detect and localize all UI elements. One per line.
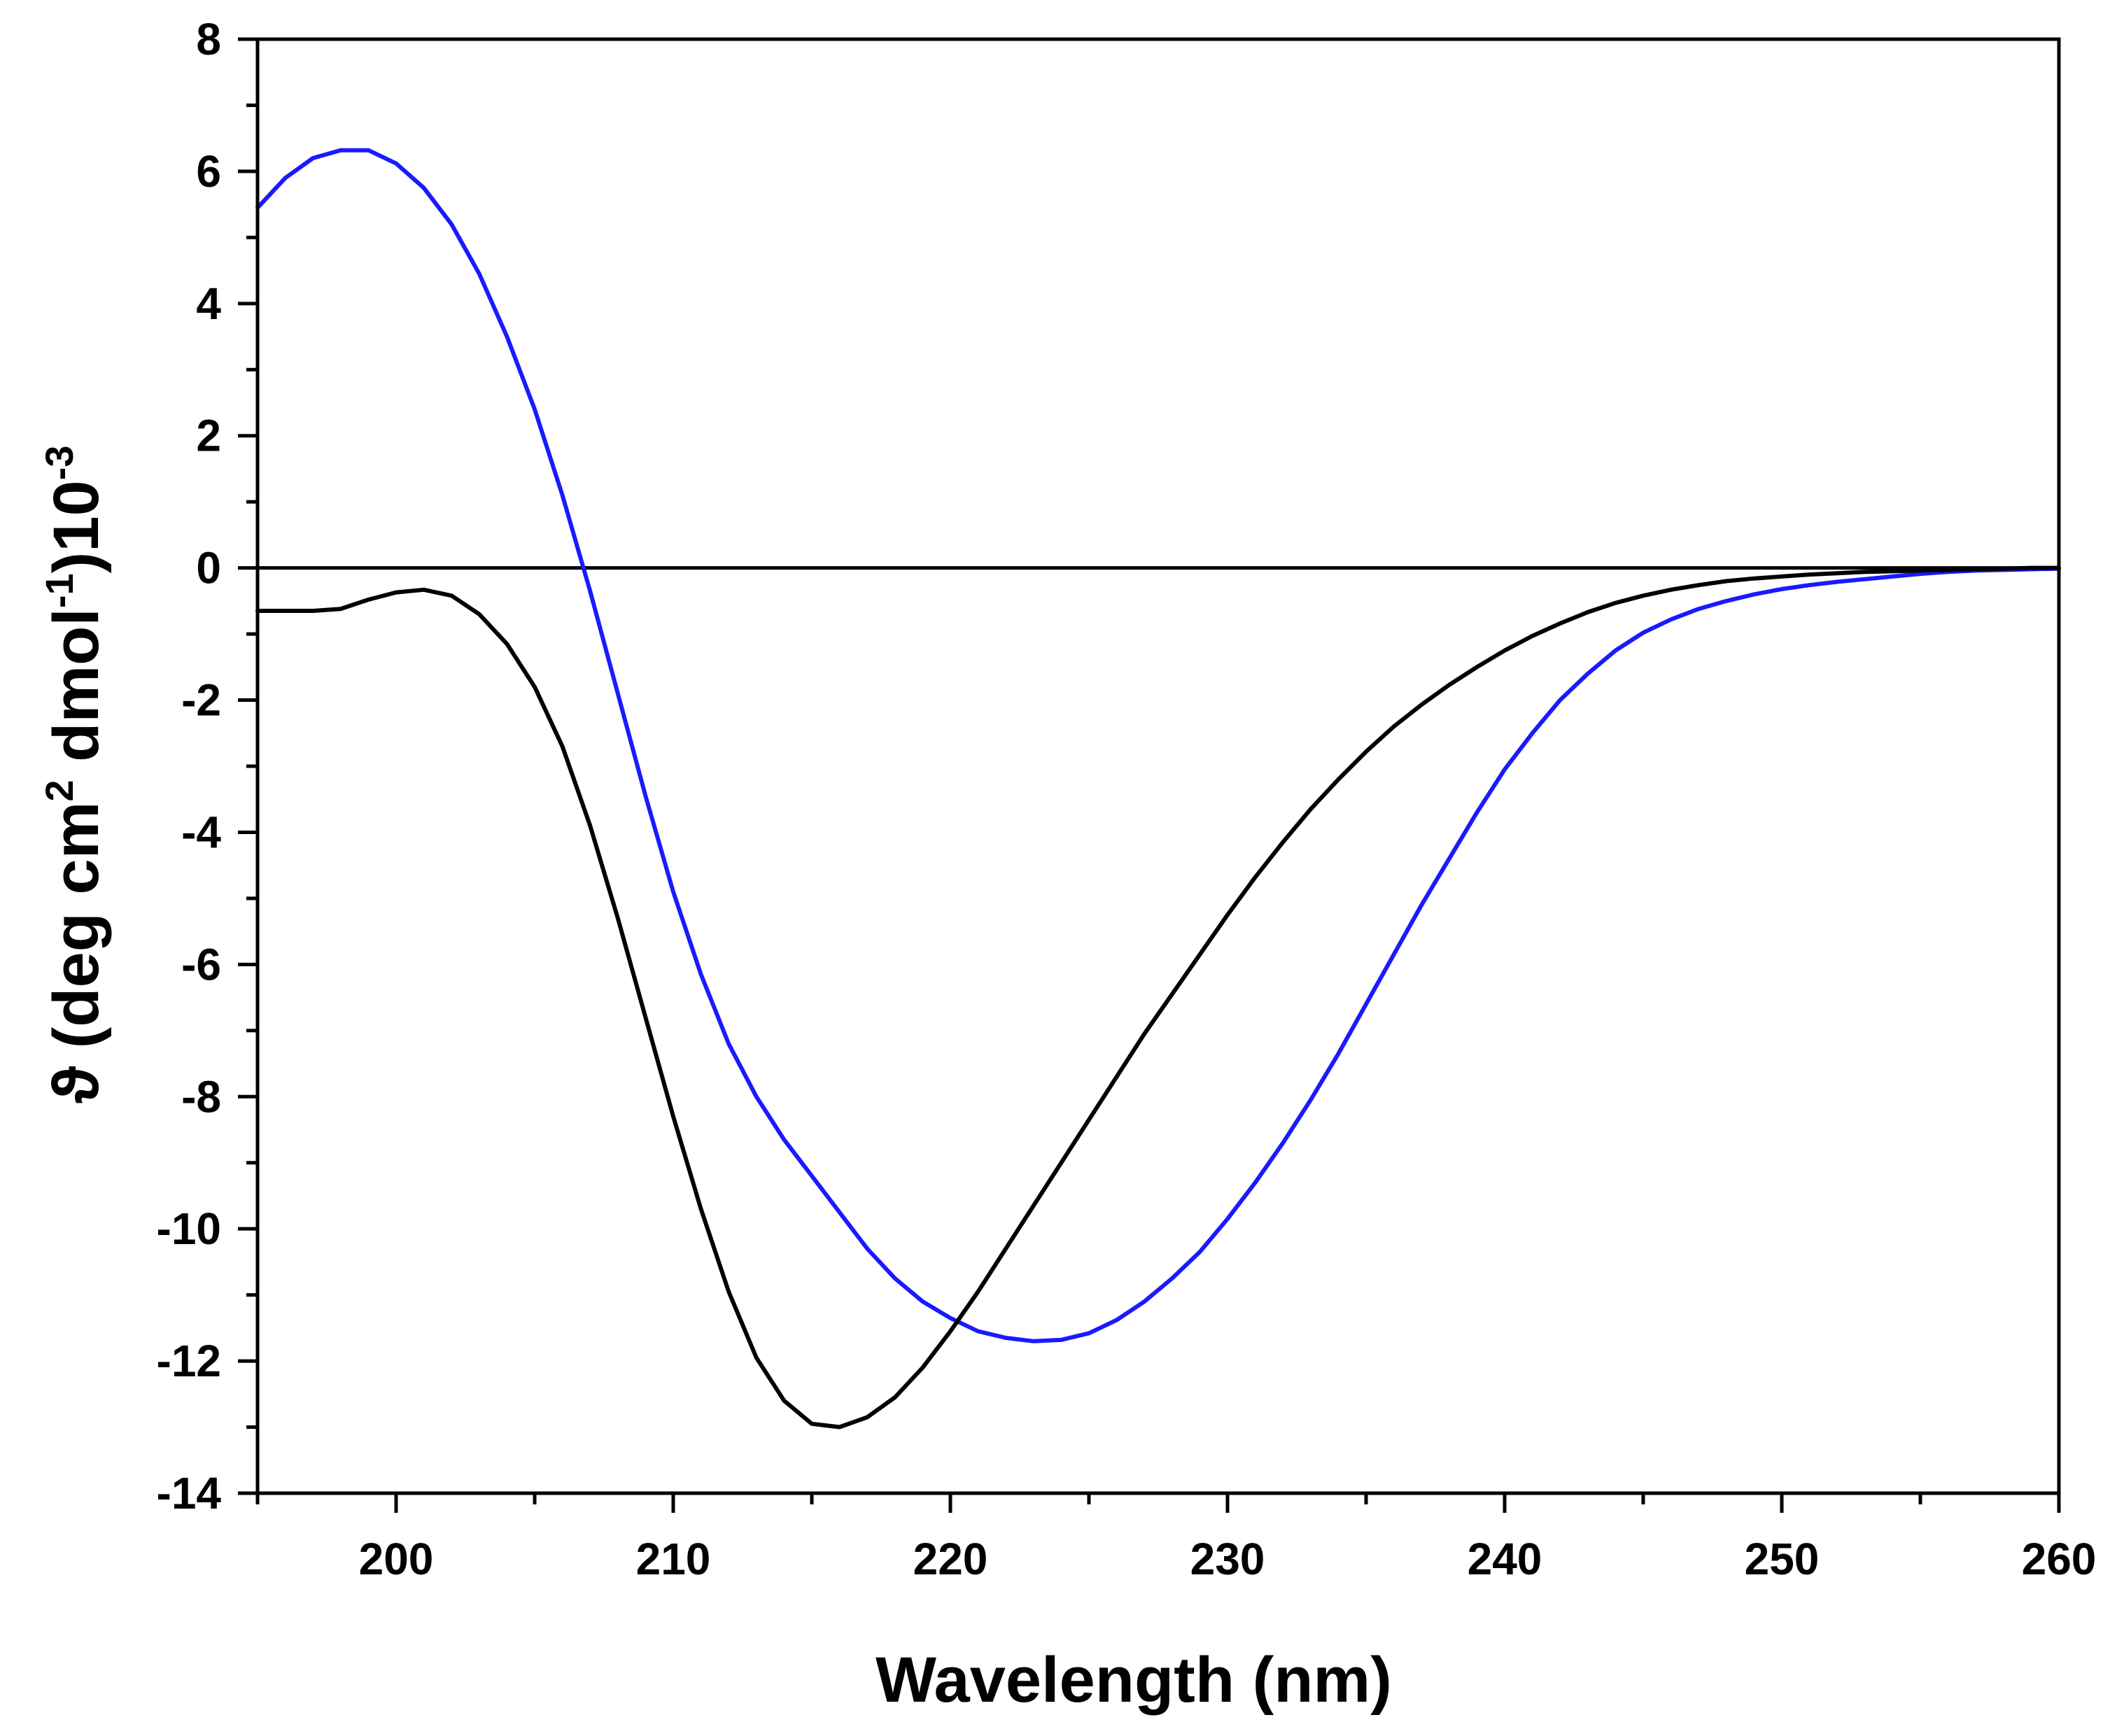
y-tick-label: -4: [181, 807, 221, 857]
y-tick-label: -10: [157, 1204, 222, 1254]
y-axis-title-sup2: -1: [37, 573, 81, 608]
y-tick-label: 6: [196, 146, 221, 197]
x-axis-title: Wavelength (nm): [875, 1644, 1392, 1716]
axes-layer: 200 210 220 230 240 250 260 8 6 4 2 0 -2 -4 -6 -8 -10 -12…: [157, 14, 2097, 1584]
x-tick-label: 260: [2022, 1534, 2097, 1584]
y-axis-title-end: )10: [41, 480, 112, 573]
x-tick-label: 200: [359, 1534, 434, 1584]
y-tick-label: -2: [181, 675, 221, 726]
x-tick-label: 230: [1190, 1534, 1265, 1584]
y-tick-label: -14: [157, 1468, 222, 1518]
y-tick-label: -8: [181, 1071, 221, 1122]
x-tick-label: 220: [913, 1534, 988, 1584]
x-tick-label: 250: [1745, 1534, 1820, 1584]
y-axis-title-sup3: -3: [37, 446, 81, 481]
y-tick-label: 4: [196, 278, 221, 329]
y-tick-label: -6: [181, 939, 221, 989]
y-tick-label: 2: [196, 411, 221, 461]
x-tick-label: 240: [1468, 1534, 1542, 1584]
x-tick-label: 210: [636, 1534, 711, 1584]
series-line-2: [255, 565, 2061, 1430]
series-line-1: [255, 148, 2061, 1343]
y-tick-label: 8: [196, 14, 221, 64]
y-tick-label: 0: [196, 543, 221, 593]
y-axis-title-mid: dmol: [41, 608, 112, 779]
plot-layer: [255, 148, 2061, 1430]
y-tick-label: -12: [157, 1336, 222, 1386]
y-axis-title-main: ϑ (deg cm: [41, 802, 112, 1104]
y-axis-title-sup1: 2: [37, 779, 81, 801]
y-axis-title: ϑ (deg cm2 dmol-1)10-3: [37, 446, 112, 1104]
